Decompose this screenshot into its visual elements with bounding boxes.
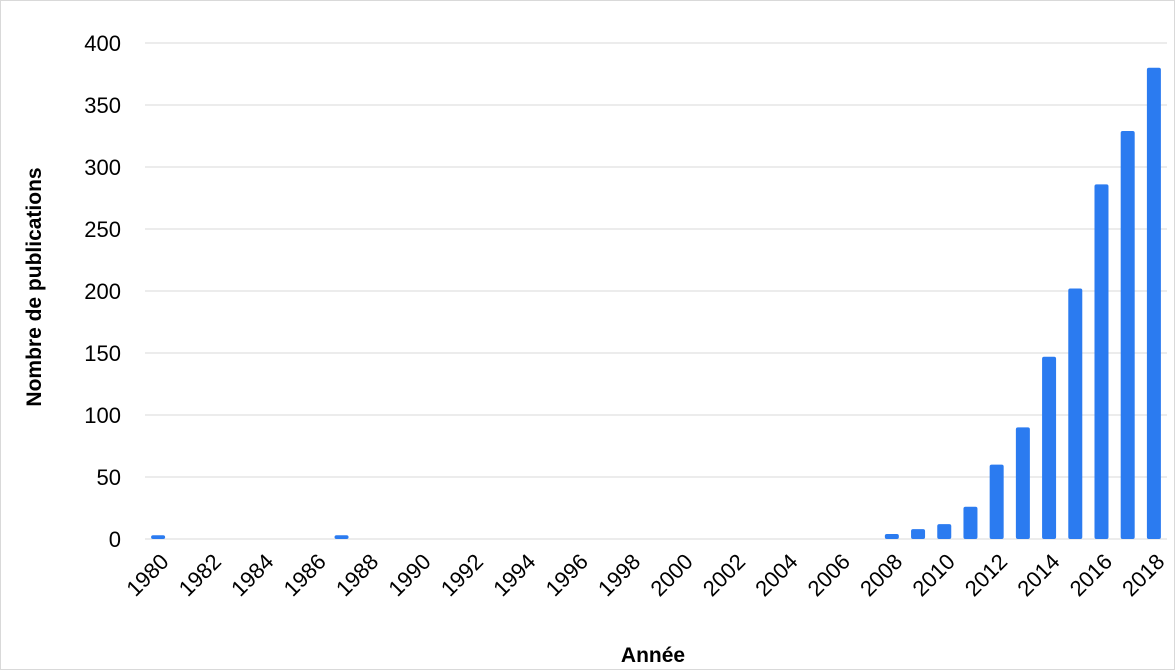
x-tick-label: 1996 bbox=[541, 549, 593, 601]
y-tick-label: 400 bbox=[84, 31, 121, 56]
y-tick-layer: 0 50 100 150 200 250 300 350 400 bbox=[84, 31, 121, 552]
x-tick-label: 1992 bbox=[436, 549, 488, 601]
x-tick-label: 2010 bbox=[907, 549, 959, 601]
y-tick-label: 50 bbox=[97, 465, 121, 490]
x-tick-label: 2016 bbox=[1065, 549, 1117, 601]
x-tick-label: 2002 bbox=[698, 549, 750, 601]
bar-2017 bbox=[1120, 131, 1135, 540]
y-axis-title: Nombre de publications bbox=[23, 167, 46, 406]
bar-2016 bbox=[1094, 184, 1109, 540]
y-tick-label: 200 bbox=[84, 279, 121, 304]
y-tick-label: 350 bbox=[84, 93, 121, 118]
bar-2008 bbox=[884, 534, 899, 539]
x-tick-label: 1988 bbox=[331, 549, 383, 601]
x-tick-layer: 1980 1982 1984 1986 1988 1990 1992 1994 1996 1998… bbox=[121, 549, 1169, 601]
x-tick-label: 2006 bbox=[803, 549, 855, 601]
x-tick-label: 2008 bbox=[855, 549, 907, 601]
x-tick-label: 1986 bbox=[279, 549, 331, 601]
y-tick-label: 300 bbox=[84, 155, 121, 180]
bar-2013 bbox=[1015, 427, 1030, 539]
x-tick-label: 1990 bbox=[383, 549, 435, 601]
x-tick-label: 1994 bbox=[488, 549, 540, 601]
bar-2011 bbox=[963, 506, 978, 539]
x-tick-label: 1980 bbox=[121, 549, 173, 601]
x-tick-label: 1998 bbox=[593, 549, 645, 601]
bar-2010 bbox=[937, 524, 952, 539]
x-tick-label: 2018 bbox=[1117, 549, 1169, 601]
x-tick-label: 2004 bbox=[750, 549, 802, 601]
bar-1987 bbox=[334, 535, 349, 539]
bar-2012 bbox=[989, 464, 1004, 539]
bar-layer bbox=[151, 67, 1161, 540]
x-axis-title: Année bbox=[621, 644, 685, 667]
bar-2009 bbox=[911, 529, 926, 539]
x-tick-label: 2000 bbox=[645, 549, 697, 601]
bar-2018 bbox=[1146, 67, 1161, 540]
x-tick-label: 2012 bbox=[960, 549, 1012, 601]
y-tick-label: 250 bbox=[84, 217, 121, 242]
grid-layer bbox=[145, 42, 1167, 540]
y-tick-label: 150 bbox=[84, 341, 121, 366]
x-tick-label: 2014 bbox=[1012, 549, 1064, 601]
x-tick-label: 1984 bbox=[226, 549, 278, 601]
bar-2014 bbox=[1042, 356, 1057, 539]
bar-1980 bbox=[151, 535, 166, 539]
y-tick-label: 0 bbox=[109, 527, 121, 552]
bar-2015 bbox=[1068, 288, 1083, 539]
x-tick-label: 1982 bbox=[174, 549, 226, 601]
y-tick-label: 100 bbox=[84, 403, 121, 428]
